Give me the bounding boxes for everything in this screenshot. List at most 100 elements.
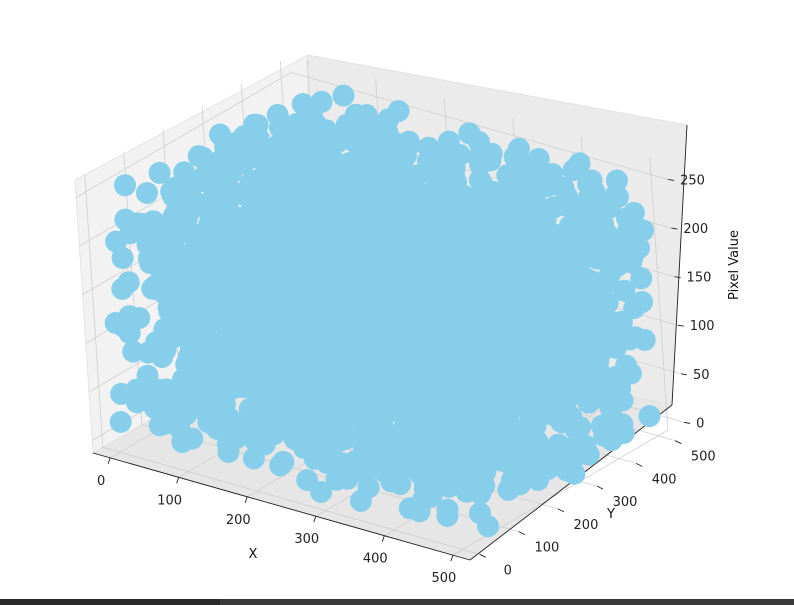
scatter-point: [310, 90, 333, 113]
scatter-point: [266, 103, 289, 126]
scatter-point: [425, 294, 448, 316]
scatter-point: [148, 161, 171, 184]
scatter-point: [117, 271, 140, 294]
scatter-point: [335, 211, 358, 234]
scatter-point: [236, 305, 259, 328]
y-tick-mark: [635, 463, 643, 467]
scatter-point: [241, 211, 264, 234]
scatter-point: [269, 454, 292, 477]
scatter-point: [560, 196, 583, 219]
scatter-point: [369, 116, 392, 138]
scatter-point: [456, 341, 479, 364]
scatter-point: [194, 330, 217, 353]
y-tick-label: 500: [691, 450, 716, 465]
scatter-point: [488, 320, 511, 343]
z-tick-label: 50: [693, 368, 710, 383]
scatter-point: [327, 315, 350, 338]
scatter-point: [398, 497, 421, 520]
scatter-point: [234, 288, 257, 311]
x-tick-mark: [244, 496, 248, 503]
scatter-point: [110, 382, 133, 405]
scatter-point: [266, 347, 289, 370]
z-tick-label: 250: [680, 173, 705, 188]
scatter-point: [193, 164, 216, 187]
scatter-point: [568, 152, 591, 175]
scatter-point: [482, 181, 505, 203]
scatter-point: [446, 314, 469, 336]
scatter-point: [261, 150, 284, 173]
scatter-point: [145, 239, 167, 261]
z-tick-mark: [668, 179, 675, 181]
scatter-point: [155, 378, 178, 401]
scatter-point: [338, 152, 361, 174]
scatter-point: [246, 113, 269, 136]
scatter-point: [392, 245, 415, 268]
scatter-point: [382, 144, 405, 167]
scatter-point: [468, 273, 491, 296]
x-tick-mark: [381, 535, 385, 542]
scatter-point: [136, 182, 158, 204]
scatter-point: [349, 240, 372, 263]
scatter-point: [423, 452, 445, 475]
z-tick-mark: [671, 227, 678, 230]
y-gridline: [84, 174, 104, 448]
scatter-point: [243, 136, 266, 158]
scatter-point: [191, 146, 214, 169]
scatter-point: [291, 93, 314, 115]
scatter-point: [526, 316, 549, 339]
scatter-point: [395, 349, 418, 371]
scatter-point: [458, 122, 481, 145]
scatter-point: [424, 177, 447, 200]
scatter-point: [424, 340, 446, 363]
scatter-point: [502, 342, 525, 364]
scatter-point: [216, 364, 239, 387]
scatter-point: [354, 310, 377, 333]
scatter-point: [344, 103, 367, 126]
scatter-point: [638, 405, 661, 428]
scatter-point: [477, 149, 500, 172]
scatter-point: [593, 424, 616, 447]
y-tick-mark: [557, 508, 565, 513]
scatter-point: [219, 408, 242, 431]
scatter-point: [151, 346, 174, 368]
scatter-point: [128, 307, 151, 329]
scatter-point: [111, 247, 134, 269]
x-tick-mark: [313, 516, 317, 523]
scatter-point: [164, 216, 187, 239]
ticks: 0 100 200 300 400 500 0 100 200 300 400 500 0 50 100 15…: [97, 173, 716, 586]
scatter-point: [615, 354, 638, 377]
scatter-point: [352, 271, 375, 294]
scatter-point: [534, 209, 557, 232]
scatter-point: [554, 276, 577, 299]
scatter-point: [136, 364, 159, 387]
x-tick-mark: [176, 477, 180, 484]
scatter-point: [514, 434, 537, 456]
scatter-point: [451, 403, 474, 426]
scatter-point: [232, 152, 255, 175]
scatter-point: [429, 199, 452, 221]
scatter-point: [142, 210, 165, 233]
scatter-point: [283, 156, 305, 178]
x-tick-label: 400: [363, 552, 388, 567]
scatter-point: [527, 147, 550, 170]
scatter-point: [317, 412, 340, 434]
scatter-point: [201, 244, 224, 267]
scatter-point: [633, 328, 656, 351]
z-gridline: [291, 72, 669, 180]
scatter-point: [500, 469, 523, 492]
scatter-points: [104, 84, 661, 538]
y-tick-label: 300: [613, 495, 638, 510]
x-tick-label: 0: [97, 474, 105, 489]
scatter-point: [548, 389, 571, 412]
scatter-point: [371, 330, 394, 353]
x-axis-line: [92, 452, 471, 561]
x-tick-mark: [450, 554, 454, 562]
z-axis-line: [671, 124, 688, 406]
scatter-point: [576, 269, 599, 292]
scatter-point: [277, 286, 300, 309]
scatter-point: [510, 209, 533, 232]
scatter-point: [408, 407, 430, 430]
scatter-point: [471, 375, 494, 398]
scatter-point: [357, 476, 380, 499]
scatter-point: [530, 364, 553, 387]
